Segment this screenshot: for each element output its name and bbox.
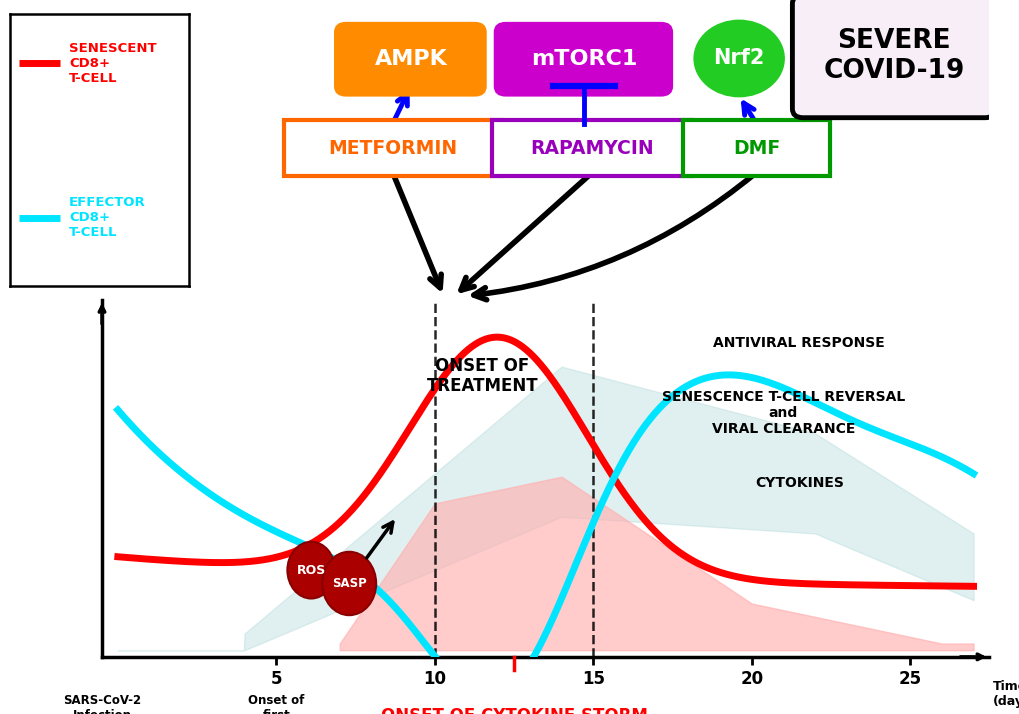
Circle shape	[694, 21, 783, 96]
Text: ROS: ROS	[297, 563, 325, 577]
Ellipse shape	[287, 542, 334, 598]
Text: DMF: DMF	[732, 139, 780, 158]
Text: SENESCENT
CD8+
T-CELL: SENESCENT CD8+ T-CELL	[69, 41, 157, 85]
Text: ONSET OF CYTOKINE STORM: ONSET OF CYTOKINE STORM	[380, 707, 647, 714]
FancyBboxPatch shape	[492, 120, 692, 176]
Text: SARS-CoV-2
Infection: SARS-CoV-2 Infection	[63, 693, 141, 714]
Text: SENESCENCE T-CELL REVERSAL
and
VIRAL CLEARANCE: SENESCENCE T-CELL REVERSAL and VIRAL CLE…	[661, 390, 904, 436]
Text: METFORMIN: METFORMIN	[328, 139, 457, 158]
FancyBboxPatch shape	[283, 120, 501, 176]
FancyBboxPatch shape	[494, 24, 672, 95]
Text: ANTIVIRAL RESPONSE: ANTIVIRAL RESPONSE	[712, 336, 884, 351]
Ellipse shape	[322, 552, 376, 615]
Text: SEVERE
COVID-19: SEVERE COVID-19	[822, 29, 964, 84]
FancyBboxPatch shape	[792, 0, 995, 118]
Text: Time
(days): Time (days)	[991, 680, 1019, 708]
FancyBboxPatch shape	[335, 24, 485, 95]
Text: SASP: SASP	[331, 577, 366, 590]
Text: Onset of
first
symptoms: Onset of first symptoms	[243, 693, 310, 714]
Text: EFFECTOR
CD8+
T-CELL: EFFECTOR CD8+ T-CELL	[69, 196, 146, 239]
Text: AMPK: AMPK	[374, 49, 446, 69]
Text: Nrf2: Nrf2	[712, 49, 764, 69]
Text: ONSET OF
TREATMENT: ONSET OF TREATMENT	[426, 356, 538, 396]
Text: CYTOKINES: CYTOKINES	[754, 476, 843, 491]
Text: RAPAMYCIN: RAPAMYCIN	[530, 139, 653, 158]
FancyBboxPatch shape	[683, 120, 828, 176]
Text: mTORC1: mTORC1	[530, 49, 637, 69]
